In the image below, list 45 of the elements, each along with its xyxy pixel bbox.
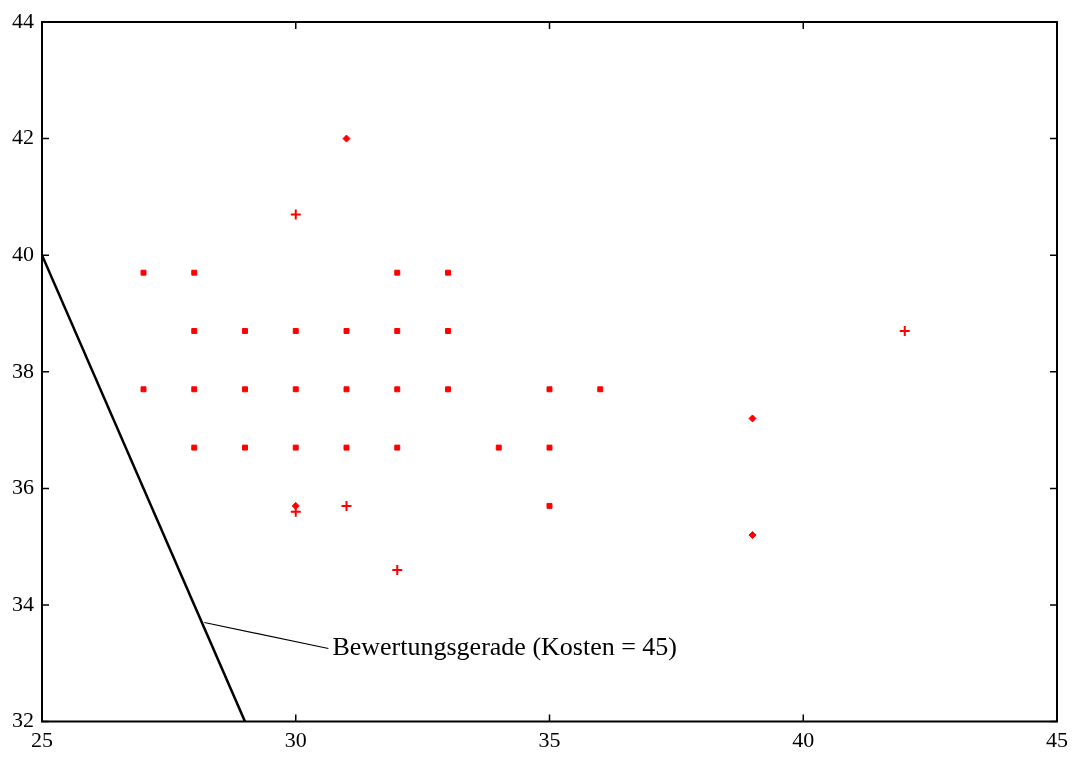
point [292, 328, 299, 334]
point [242, 328, 248, 334]
point [748, 414, 757, 423]
x-tick-label: 30 [284, 726, 307, 752]
point [140, 386, 147, 393]
point [445, 328, 451, 334]
x-tick-label: 25 [31, 726, 53, 752]
point [748, 531, 757, 540]
y-tick-label: 34 [12, 590, 34, 616]
point [343, 444, 350, 451]
annotation: Bewertungsgerade (Kosten = 45) [332, 632, 678, 662]
y-tick-label: 36 [12, 474, 34, 500]
point [343, 328, 350, 334]
y-tick-label: 38 [12, 357, 34, 383]
point [289, 208, 302, 221]
point [546, 444, 553, 451]
point [342, 134, 351, 143]
point [191, 386, 198, 393]
point [394, 444, 401, 451]
point [140, 269, 147, 276]
x-tick-label: 40 [792, 726, 815, 752]
point [546, 502, 553, 509]
x-tick-label: 45 [1046, 726, 1068, 752]
point [191, 444, 198, 451]
point [445, 386, 451, 393]
point [292, 386, 299, 393]
point [597, 386, 604, 393]
x-tick-label: 35 [538, 726, 561, 752]
point [242, 386, 248, 393]
point [546, 386, 553, 393]
y-tick-label: 42 [12, 124, 34, 150]
point [291, 501, 300, 510]
y-tick-label: 40 [12, 240, 34, 266]
point [191, 328, 198, 334]
y-tick-label: 44 [12, 7, 34, 33]
point [242, 444, 248, 451]
point [495, 444, 502, 451]
point [394, 328, 401, 334]
point [394, 269, 401, 276]
point [343, 386, 350, 393]
y-tick-label: 32 [12, 707, 34, 733]
point [191, 269, 198, 276]
point [445, 269, 451, 276]
point [394, 386, 401, 393]
point [292, 444, 299, 451]
